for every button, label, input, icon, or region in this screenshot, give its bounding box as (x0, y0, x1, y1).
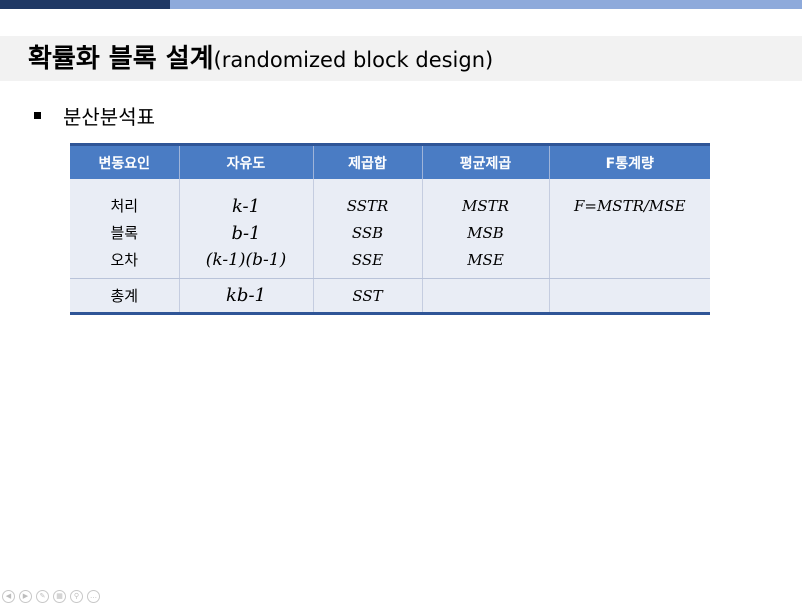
bullet-square-icon (34, 111, 41, 119)
bullet-text: 분산분석표 (63, 104, 155, 129)
header-ms: 평균제곱 (422, 143, 550, 179)
forward-icon[interactable]: ▶ (19, 590, 32, 603)
total-ms (422, 278, 550, 314)
f-statistic: F=MSTR/MSE (573, 197, 686, 215)
ss-cell: SSTR SSB SSE (313, 179, 423, 279)
table-row-total: 총계 kb-1 SST (70, 278, 710, 314)
total-ss: SST (313, 278, 423, 314)
table-header-row: 변동요인 자유도 제곱합 평균제곱 F통계량 (70, 143, 710, 179)
df-error: (k-1)(b-1) (205, 250, 287, 270)
more-icon[interactable]: … (87, 590, 100, 603)
header-df: 자유도 (179, 143, 314, 179)
back-icon[interactable]: ◀ (2, 590, 15, 603)
slide-title-sub: (randomized block design) (213, 48, 494, 72)
slides-icon[interactable]: ▦ (53, 590, 66, 603)
ms-treatment: MSTR (462, 197, 509, 215)
table-row: 처리 블록 오차 k-1 b-1 (k-1)(b-1) SSTR SSB SSE (70, 179, 710, 279)
ms-block: MSB (467, 224, 504, 242)
zoom-icon[interactable]: ⚲ (70, 590, 83, 603)
ss-error: SSE (351, 251, 384, 269)
total-f (549, 278, 710, 314)
bullet-item: 분산분석표 (34, 102, 155, 129)
ss-treatment: SSTR (346, 197, 389, 215)
ms-error: MSE (467, 251, 504, 269)
header-ss: 제곱합 (313, 143, 423, 179)
header-f: F통계량 (549, 143, 710, 179)
top-accent-bar-dark (0, 0, 170, 9)
source-cell: 처리 블록 오차 (70, 179, 180, 279)
df-block: b-1 (231, 223, 261, 244)
slide-title: 확률화 블록 설계(randomized block design) (28, 44, 493, 75)
df-treatment: k-1 (231, 196, 261, 217)
ss-block: SSB (351, 224, 384, 242)
df-cell: k-1 b-1 (k-1)(b-1) (179, 179, 314, 279)
pen-icon[interactable]: ✎ (36, 590, 49, 603)
total-source: 총계 (70, 278, 180, 314)
f-cell: F=MSTR/MSE (549, 179, 710, 279)
slide-title-main: 확률화 블록 설계 (28, 44, 214, 74)
top-accent-bar-light (170, 0, 802, 9)
header-source: 변동요인 (70, 143, 180, 179)
ms-cell: MSTR MSB MSE (422, 179, 550, 279)
source-treatment: 처리 (110, 197, 139, 215)
total-df: kb-1 (179, 278, 314, 314)
title-band: 확률화 블록 설계(randomized block design) (0, 36, 802, 81)
slideshow-nav-toolbar: ◀ ▶ ✎ ▦ ⚲ … (0, 590, 100, 604)
anova-table: 변동요인 자유도 제곱합 평균제곱 F통계량 처리 블록 오차 k-1 b-1 … (70, 143, 710, 315)
source-block: 블록 (110, 224, 139, 242)
source-error: 오차 (110, 251, 139, 269)
